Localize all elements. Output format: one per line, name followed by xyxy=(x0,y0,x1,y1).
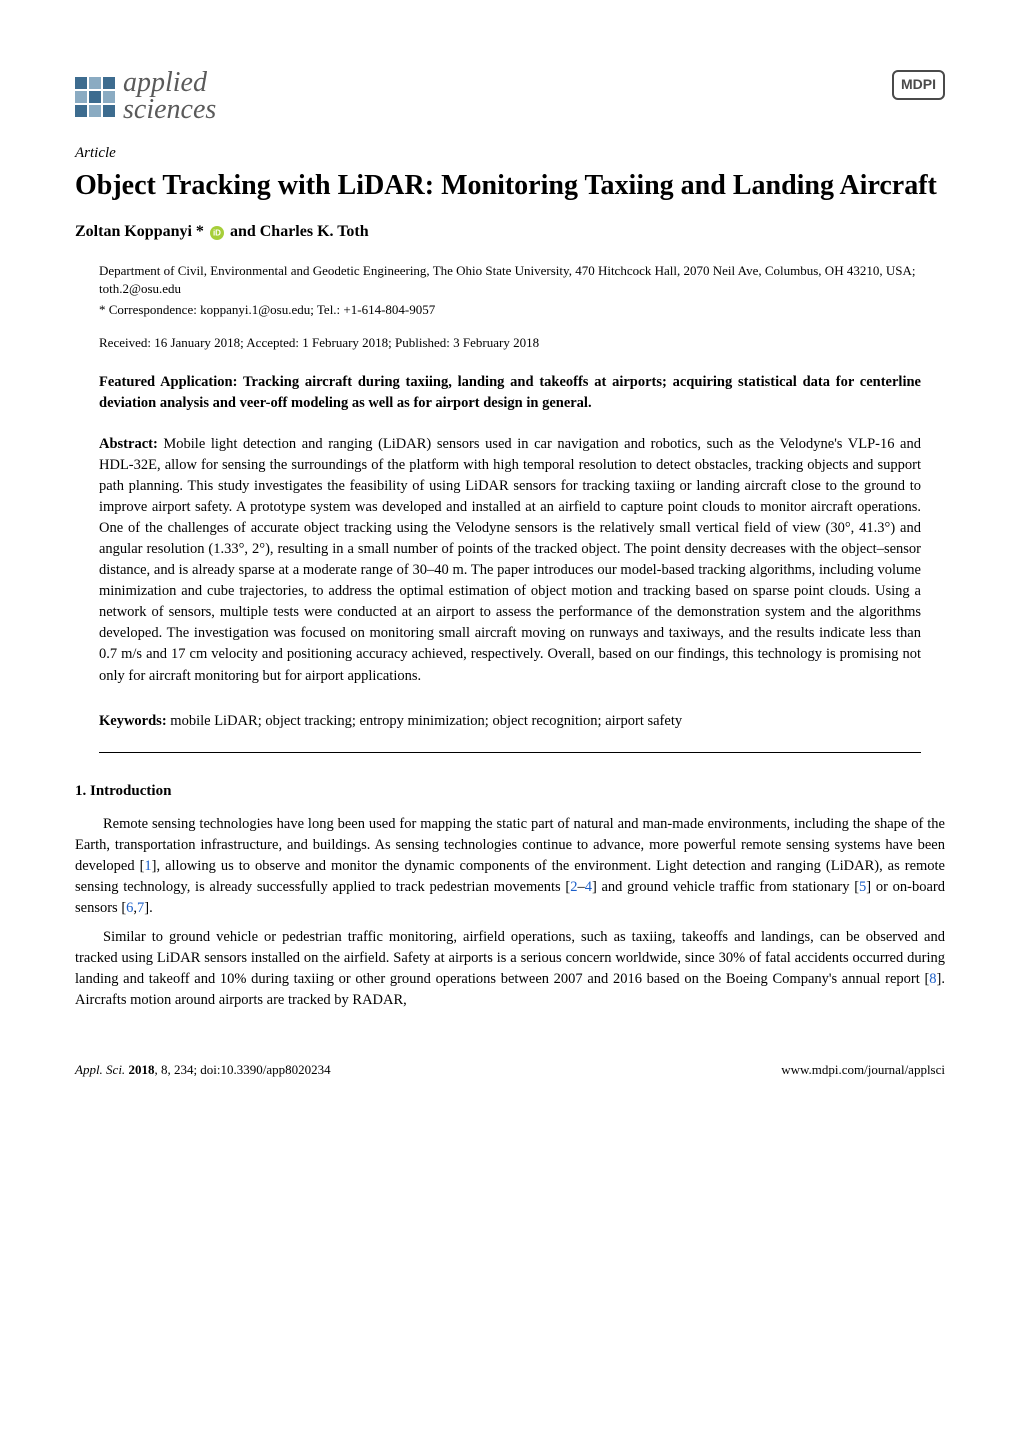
correspondence: * Correspondence: koppanyi.1@osu.edu; Te… xyxy=(88,301,945,320)
abstract-text: Mobile light detection and ranging (LiDA… xyxy=(99,436,921,683)
footer-right[interactable]: www.mdpi.com/journal/applsci xyxy=(781,1061,945,1079)
authors: Zoltan Koppanyi * and Charles K. Toth xyxy=(75,221,945,243)
journal-logo: applied sciences xyxy=(75,70,216,123)
journal-name-line1: applied xyxy=(123,70,216,97)
journal-name: applied sciences xyxy=(123,70,216,123)
ref-link-8[interactable]: 8 xyxy=(929,971,936,987)
p1-text: ]. xyxy=(144,900,152,916)
publisher-logo: MDPI xyxy=(892,70,945,100)
keywords-block: Keywords: mobile LiDAR; object tracking;… xyxy=(99,711,921,732)
journal-name-line2: sciences xyxy=(123,97,216,124)
abstract-label: Abstract: xyxy=(99,436,158,452)
p2-text: Similar to ground vehicle or pedestrian … xyxy=(75,929,945,987)
intro-paragraph-2: Similar to ground vehicle or pedestrian … xyxy=(75,927,945,1011)
orcid-icon[interactable] xyxy=(210,226,224,240)
ref-link-1[interactable]: 1 xyxy=(144,858,151,874)
section-rule xyxy=(99,752,921,753)
article-type: Article xyxy=(75,143,945,164)
logo-grid-icon xyxy=(75,77,115,117)
keywords-text: mobile LiDAR; object tracking; entropy m… xyxy=(167,713,682,729)
author-separator: and xyxy=(230,223,260,240)
p1-text: ] and ground vehicle traffic from statio… xyxy=(592,879,859,895)
article-title: Object Tracking with LiDAR: Monitoring T… xyxy=(75,168,945,203)
ref-dash: – xyxy=(577,879,584,895)
footer-row: Appl. Sci. 2018, 8, 234; doi:10.3390/app… xyxy=(75,1061,945,1079)
author-1: Zoltan Koppanyi * xyxy=(75,223,204,240)
header-row: applied sciences MDPI xyxy=(75,70,945,123)
footer-year: 2018 xyxy=(128,1062,154,1077)
keywords-label: Keywords: xyxy=(99,713,167,729)
ref-link-4[interactable]: 4 xyxy=(585,879,592,895)
featured-application: Featured Application: Tracking aircraft … xyxy=(99,372,921,414)
footer-left: Appl. Sci. 2018, 8, 234; doi:10.3390/app… xyxy=(75,1061,331,1079)
section-heading-introduction: 1. Introduction xyxy=(75,781,945,802)
footer-journal-abbrev: Appl. Sci. xyxy=(75,1062,128,1077)
intro-paragraph-1: Remote sensing technologies have long be… xyxy=(75,814,945,919)
affiliation-block: Department of Civil, Environmental and G… xyxy=(99,262,945,321)
affiliation: Department of Civil, Environmental and G… xyxy=(99,262,945,300)
dates-line: Received: 16 January 2018; Accepted: 1 F… xyxy=(99,334,945,352)
author-2: Charles K. Toth xyxy=(260,223,369,240)
abstract-block: Abstract: Mobile light detection and ran… xyxy=(99,434,921,686)
footer-citation: , 8, 234; doi:10.3390/app8020234 xyxy=(154,1062,330,1077)
